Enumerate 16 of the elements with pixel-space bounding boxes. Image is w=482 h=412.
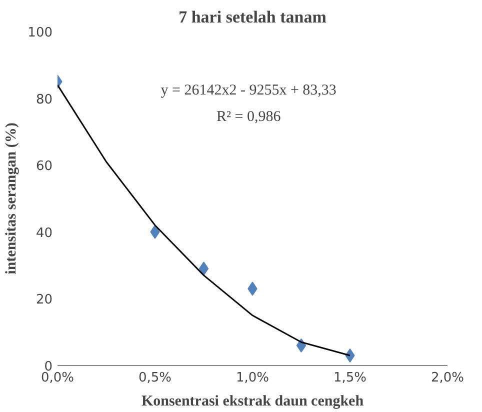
- x-tick-label: 1,5%: [333, 370, 367, 386]
- y-tick-label: 80: [36, 92, 53, 108]
- x-tick-label: 0,0%: [40, 370, 74, 386]
- x-tick-label: 0,5%: [138, 370, 172, 386]
- y-tick-label: 40: [36, 226, 53, 241]
- x-tick-label: 2,0%: [430, 370, 464, 386]
- y-tick-label: 20: [36, 292, 53, 308]
- y-axis-title: intensitas serangan (%): [4, 122, 20, 274]
- point: [198, 262, 209, 276]
- chart-title: 7 hari setelah tanam: [178, 8, 326, 26]
- y-tick-label: 100: [28, 26, 53, 40]
- annotation: R² = 0,986: [216, 109, 282, 126]
- y-tick-label: 60: [36, 159, 53, 174]
- x-axis-title: Konsentrasi ekstrak daun cengkeh: [141, 394, 364, 410]
- x-tick-label: 1,0%: [236, 370, 270, 386]
- annotation: y = 26142x2 - 9255x + 83,33: [160, 82, 336, 98]
